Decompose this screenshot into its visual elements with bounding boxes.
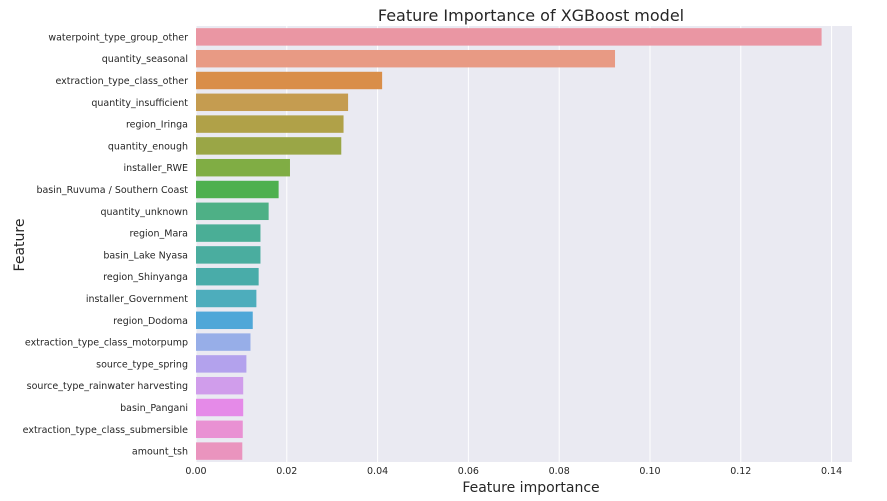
- bar: [196, 93, 349, 112]
- bar: [196, 398, 244, 417]
- bar: [196, 49, 616, 68]
- category-label: source_type_rainwater harvesting: [27, 381, 188, 392]
- bar: [196, 246, 261, 264]
- bar: [196, 115, 344, 133]
- y-axis-label: Feature: [12, 219, 28, 272]
- category-label: basin_Lake Nyasa: [103, 250, 188, 261]
- bar: [196, 71, 383, 90]
- x-tick-label: 0.08: [549, 466, 570, 477]
- category-label: waterpoint_type_group_other: [48, 32, 188, 43]
- category-labels: waterpoint_type_group_other quantity_seas…: [23, 32, 189, 457]
- bar: [196, 267, 259, 286]
- bar: [196, 137, 342, 155]
- category-label: amount_tsh: [132, 447, 188, 458]
- category-label: region_Shinyanga: [103, 272, 188, 283]
- bar: [196, 333, 251, 351]
- bar: [196, 420, 243, 439]
- category-label: region_Dodoma: [113, 316, 188, 327]
- x-tick-label: 0.14: [821, 466, 842, 477]
- x-tick-label: 0.10: [639, 466, 660, 477]
- category-label: quantity_enough: [108, 141, 188, 152]
- x-axis-label: Feature importance: [462, 480, 599, 496]
- x-tick-label: 0.04: [367, 466, 388, 477]
- bar: [196, 28, 822, 46]
- bar: [196, 158, 290, 177]
- bar: [196, 355, 247, 373]
- category-label: quantity_seasonal: [102, 54, 188, 65]
- x-tick-labels: 0.00 0.02 0.04 0.06 0.08 0.10 0.12 0.14: [185, 466, 842, 477]
- category-label: region_Mara: [129, 229, 188, 240]
- category-label: installer_RWE: [123, 163, 188, 174]
- plot-area: [196, 26, 852, 462]
- bars: [196, 28, 822, 460]
- category-label: source_type_spring: [96, 359, 188, 370]
- chart-title: Feature Importance of XGBoost model: [378, 6, 684, 25]
- category-label: extraction_type_class_submersible: [23, 425, 188, 436]
- x-tick-label: 0.02: [276, 466, 297, 477]
- category-label: installer_Government: [86, 294, 188, 305]
- bar: [196, 202, 269, 221]
- category-label: basin_Pangani: [120, 403, 188, 414]
- x-tick-label: 0.06: [458, 466, 479, 477]
- x-tick-label: 0.00: [185, 466, 206, 477]
- category-label: extraction_type_class_other: [55, 76, 188, 87]
- bar: [196, 289, 257, 308]
- x-tick-label: 0.12: [730, 466, 751, 477]
- category-label: quantity_unknown: [100, 207, 188, 218]
- category-label: quantity_insufficient: [91, 98, 188, 109]
- bar: [196, 180, 279, 199]
- bar: [196, 224, 261, 242]
- category-label: region_Iringa: [126, 120, 188, 131]
- category-label: basin_Ruvuma / Southern Coast: [36, 185, 188, 196]
- bar: [196, 311, 253, 330]
- bar: [196, 442, 243, 460]
- bar: [196, 376, 244, 395]
- category-label: extraction_type_class_motorpump: [25, 338, 188, 349]
